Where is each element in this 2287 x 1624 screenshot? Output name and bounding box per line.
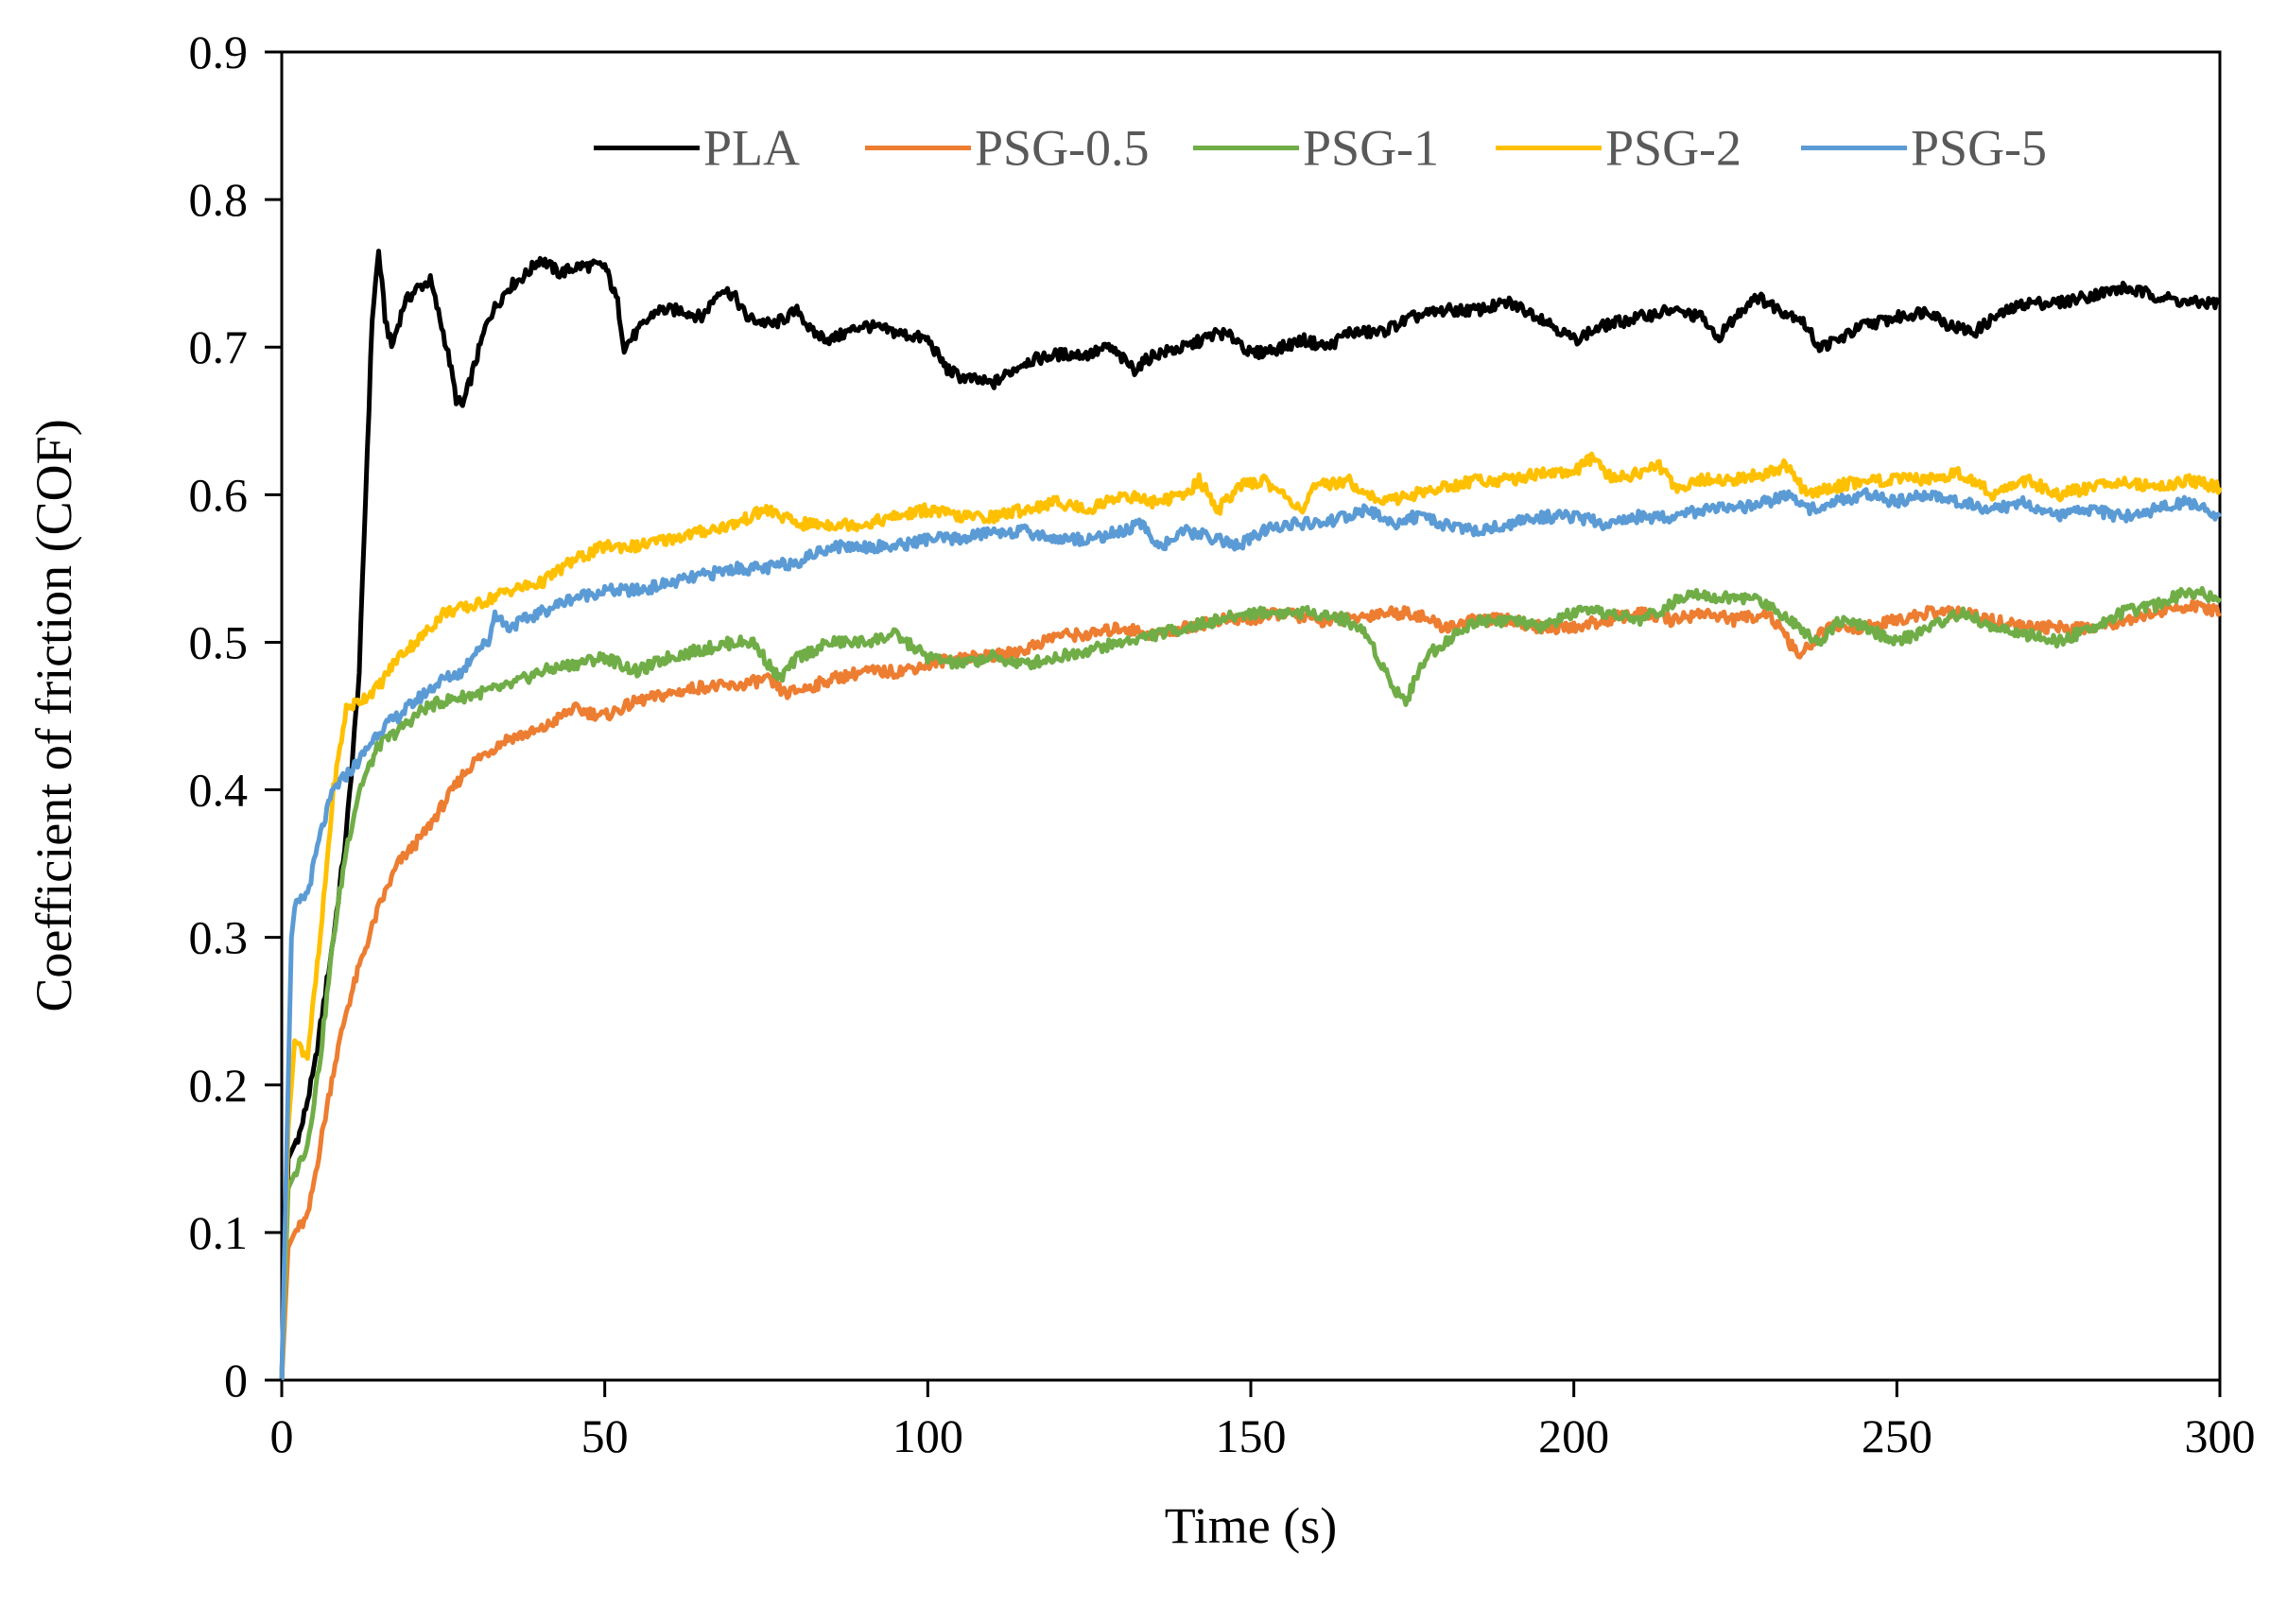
- series-line-psg-1: [279, 585, 2223, 1381]
- legend-label-psg-5: PSG-5: [1911, 119, 2047, 176]
- x-axis-title: Time (s): [1165, 1497, 1338, 1554]
- legend-label-psg-2: PSG-2: [1605, 119, 1741, 176]
- x-tick-label: 200: [1538, 1409, 1609, 1462]
- x-tick-label: 300: [2185, 1409, 2256, 1462]
- y-tick-label: 0.2: [189, 1059, 249, 1112]
- x-tick-label: 100: [892, 1409, 963, 1462]
- legend: PLA PSG-0.5 PSG-1 PSG-2 PSG-5: [594, 119, 2047, 176]
- y-tick-label: 0.1: [189, 1206, 249, 1259]
- x-tick-label: 250: [1862, 1409, 1932, 1462]
- y-tick-label: 0.9: [189, 26, 249, 78]
- y-tick-label: 0.8: [189, 173, 249, 226]
- x-tick-label: 50: [581, 1409, 629, 1462]
- legend-label-pla: PLA: [703, 119, 800, 176]
- x-tick-label: 150: [1216, 1409, 1287, 1462]
- legend-label-psg-1: PSG-1: [1303, 119, 1439, 176]
- legend-label-psg-0-5: PSG-0.5: [975, 119, 1150, 176]
- series-line-psg-0-5: [279, 598, 2222, 1381]
- series-line-psg-5: [279, 487, 2223, 1381]
- y-tick-label: 0.5: [189, 615, 249, 668]
- y-tick-label: 0.4: [189, 764, 249, 817]
- x-tick-label: 0: [270, 1409, 294, 1462]
- y-tick-label: 0: [224, 1354, 248, 1407]
- y-tick-label: 0.6: [189, 468, 249, 521]
- y-axis-title: Coefficient of friction (COF): [26, 419, 82, 1011]
- series-line-pla: [279, 249, 2222, 1381]
- series-layer: [279, 249, 2223, 1381]
- y-tick-label: 0.7: [189, 320, 249, 373]
- series-line-psg-2: [279, 451, 2223, 1381]
- y-tick-label: 0.3: [189, 911, 249, 964]
- axes-layer: 0 0.1 0.2 0.3 0.4 0.5 0.6 0.7 0.8 0.9 0 50 100 150 200…: [189, 26, 2256, 1462]
- plot-frame: [280, 50, 2222, 1382]
